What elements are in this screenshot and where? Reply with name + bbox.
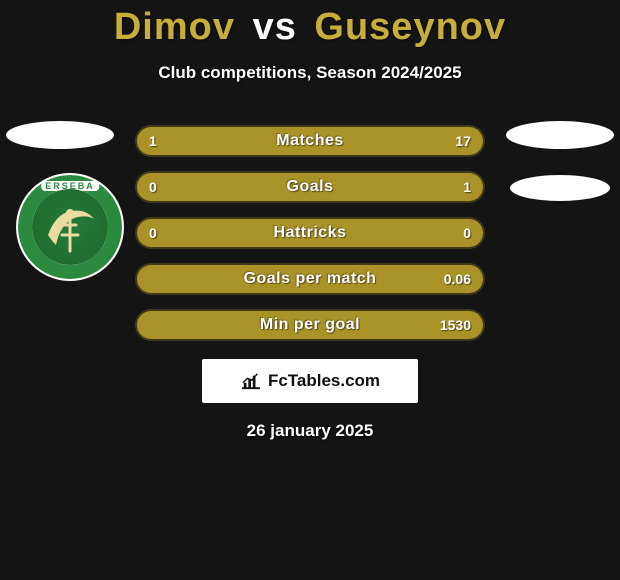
player2-name: Guseynov [314,6,506,48]
stat-label: Hattricks [274,224,347,242]
stat-label: Goals [287,178,334,196]
stat-value-left: 0 [149,179,157,195]
stat-label: Matches [276,132,344,150]
stat-value-right: 0 [463,225,471,241]
player2-club-placeholder [510,175,610,201]
date-text: 26 january 2025 [0,421,620,441]
player2-photo-placeholder [506,121,614,149]
stat-bar: Goals per match 0.06 [135,263,485,295]
subtitle: Club competitions, Season 2024/2025 [0,63,620,83]
stat-bar: 0 Hattricks 0 [135,217,485,249]
stat-value-right: 0.06 [444,271,471,287]
brand-badge[interactable]: FcTables.com [202,359,418,403]
brand-text: FcTables.com [268,371,380,391]
stat-value-right: 17 [455,133,471,149]
player1-photo-placeholder [6,121,114,149]
crest-emblem-icon [38,195,102,259]
stat-value-left: 1 [149,133,157,149]
stats-area: ERSEBA 1 Matches 17 0 Goals 1 0 Hattricks 0 Goals… [0,125,620,341]
player1-name: Dimov [114,6,235,48]
stat-value-right: 1530 [440,317,471,333]
stat-value-right: 1 [463,179,471,195]
stat-label: Goals per match [244,270,377,288]
vs-text: vs [253,6,297,48]
chart-icon [240,372,262,390]
stat-value-left: 0 [149,225,157,241]
stat-label: Min per goal [260,316,360,334]
crest-inner [32,189,108,265]
stat-bar: Min per goal 1530 [135,309,485,341]
stat-bars: 1 Matches 17 0 Goals 1 0 Hattricks 0 Goals per ma… [135,125,485,341]
player1-club-crest: ERSEBA [18,175,122,279]
stat-bar: 1 Matches 17 [135,125,485,157]
stat-bar: 0 Goals 1 [135,171,485,203]
comparison-title: Dimov vs Guseynov [0,0,620,49]
